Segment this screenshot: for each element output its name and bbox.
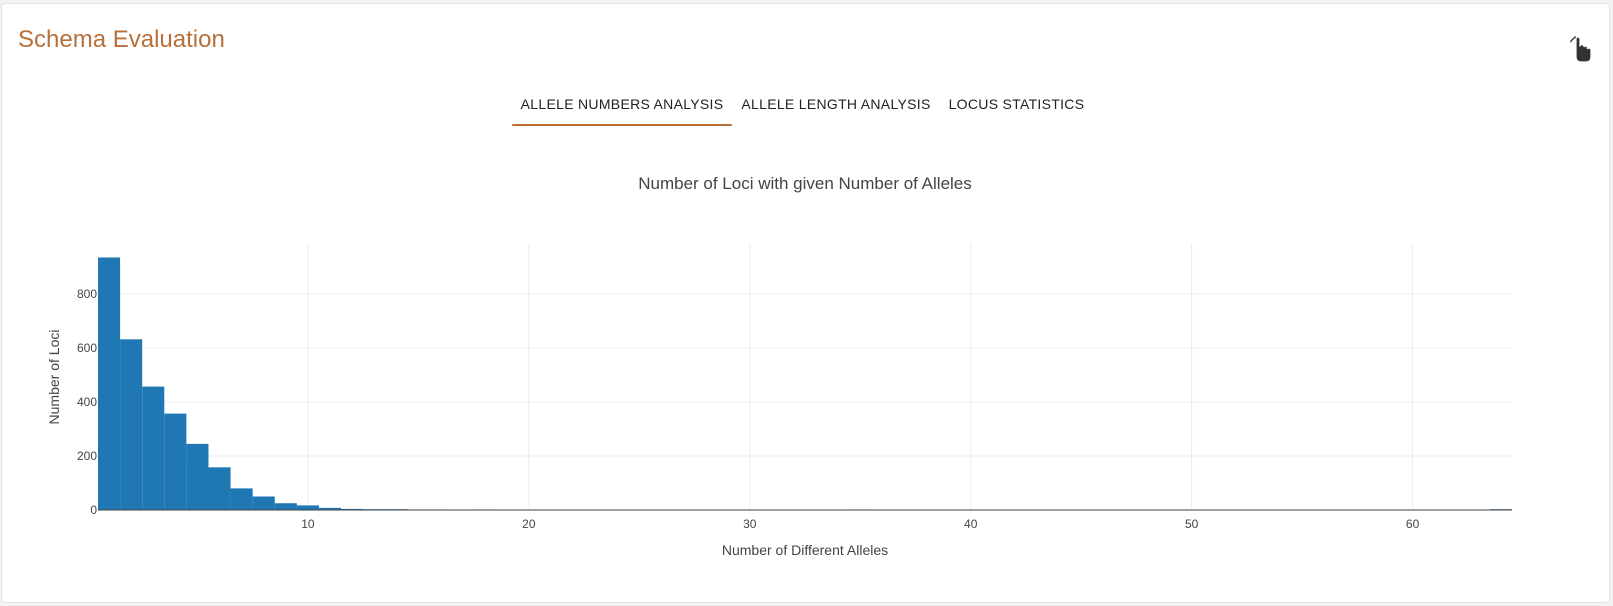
x-tick-label: 10 (301, 517, 315, 531)
histogram-bar (164, 413, 187, 510)
y-tick-label: 600 (77, 341, 97, 355)
collapse-button[interactable] (1569, 34, 1596, 64)
histogram-bar (186, 443, 209, 510)
histogram-bar (274, 503, 297, 510)
histogram-bar (142, 386, 165, 510)
x-axis-label: Number of Different Alleles (722, 542, 888, 558)
chart-title: Number of Loci with given Number of Alle… (638, 174, 972, 193)
allele-numbers-histogram: Number of Loci with given Number of Alle… (46, 174, 1512, 558)
histogram-bar (120, 339, 143, 510)
schema-evaluation-panel: Schema Evaluation ALLELE NUMBERS ANALYSI… (1, 3, 1610, 603)
tab-locus-statistics[interactable]: LOCUS STATISTICS (948, 96, 1085, 112)
histogram-bar (341, 508, 364, 510)
x-tick-label: 40 (964, 517, 978, 531)
panel-title: Schema Evaluation (18, 26, 225, 53)
hand-pointer-icon (1575, 36, 1592, 63)
y-tick-label: 200 (77, 449, 97, 463)
analysis-tabs: ALLELE NUMBERS ANALYSIS ALLELE LENGTH AN… (2, 86, 1609, 126)
histogram-bar (98, 257, 121, 510)
y-tick-label: 800 (77, 287, 97, 301)
x-tick-label: 60 (1406, 517, 1420, 531)
tab-allele-length-analysis[interactable]: ALLELE LENGTH ANALYSIS (741, 96, 931, 112)
tab-allele-numbers-analysis[interactable]: ALLELE NUMBERS ANALYSIS (511, 86, 733, 126)
x-tick-label: 20 (522, 517, 536, 531)
x-tick-label: 50 (1185, 517, 1199, 531)
histogram-bar (252, 496, 275, 510)
y-axis-label: Number of Loci (46, 330, 62, 425)
histogram-bar (296, 505, 319, 510)
chart-bars (98, 257, 1512, 510)
y-tick-label: 400 (77, 395, 97, 409)
histogram-bar (230, 488, 253, 510)
y-tick-label: 0 (90, 503, 97, 517)
histogram-bar (318, 507, 342, 510)
chart-grid (98, 244, 1512, 510)
x-tick-label: 30 (743, 517, 757, 531)
histogram-bar (208, 467, 231, 510)
